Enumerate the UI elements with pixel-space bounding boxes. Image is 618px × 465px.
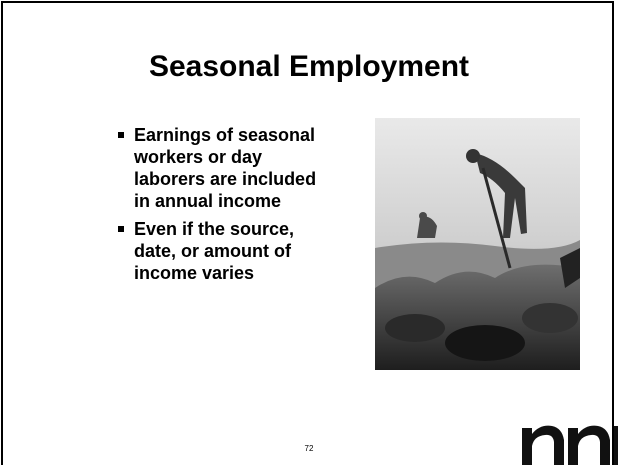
slide: Seasonal Employment Earnings of seasonal…: [0, 0, 618, 465]
slide-title: Seasonal Employment: [0, 50, 618, 84]
photo: [375, 118, 580, 370]
logo: [518, 412, 618, 465]
bullet: Earnings of seasonal workers or day labo…: [117, 124, 317, 212]
bullet-list: Earnings of seasonal workers or day labo…: [117, 124, 317, 290]
bullet: Even if the source, date, or amount of i…: [117, 218, 317, 284]
